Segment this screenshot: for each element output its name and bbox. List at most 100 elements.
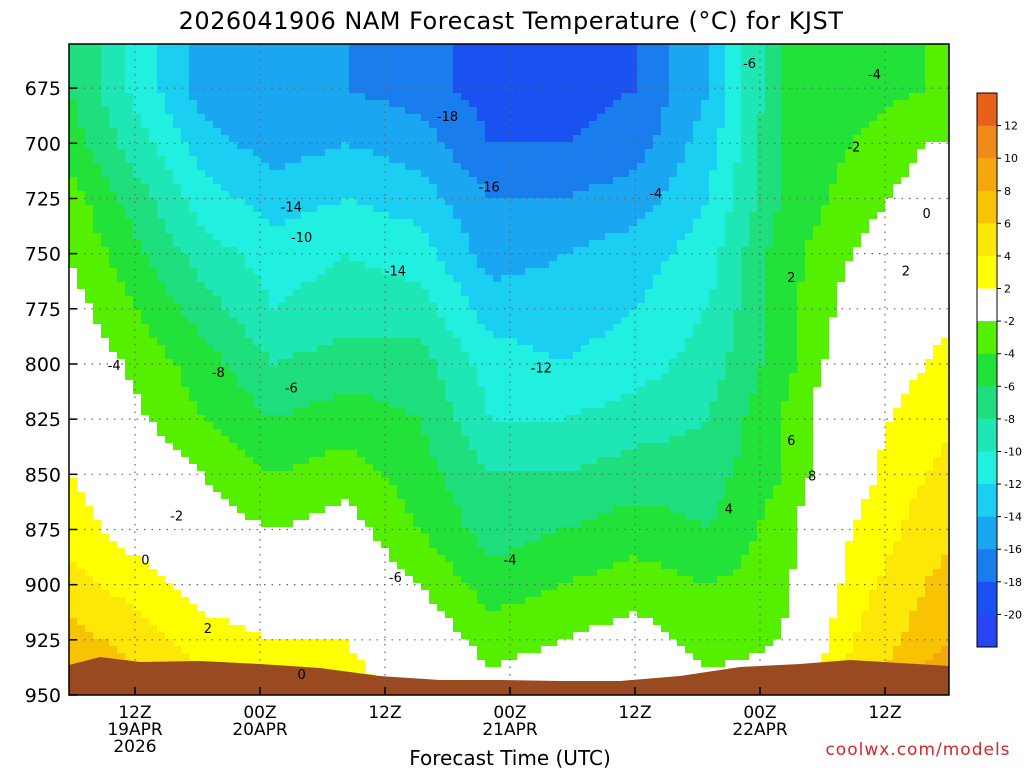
field-cell xyxy=(173,142,182,150)
field-cell xyxy=(277,317,286,325)
field-cell xyxy=(245,653,254,661)
field-cell xyxy=(197,324,206,332)
field-cell xyxy=(221,352,230,360)
field-cell xyxy=(333,352,342,360)
field-cell xyxy=(245,352,254,360)
field-cell xyxy=(445,303,454,311)
field-cell xyxy=(261,142,270,150)
field-cell xyxy=(85,93,94,101)
field-cell xyxy=(333,618,342,626)
field-cell xyxy=(101,380,110,388)
field-cell xyxy=(325,478,334,486)
field-cell xyxy=(341,660,350,668)
field-cell xyxy=(341,611,350,619)
field-cell xyxy=(125,611,134,619)
field-cell xyxy=(437,212,446,220)
field-cell xyxy=(333,205,342,213)
field-cell xyxy=(437,107,446,115)
field-cell xyxy=(285,128,294,136)
field-cell xyxy=(197,590,206,598)
field-cell xyxy=(149,240,158,248)
field-cell xyxy=(317,100,326,108)
field-cell xyxy=(397,646,406,654)
field-cell xyxy=(341,303,350,311)
field-cell xyxy=(117,555,126,563)
field-cell xyxy=(381,387,390,395)
field-cell xyxy=(413,499,422,507)
field-cell xyxy=(85,394,94,402)
field-cell xyxy=(133,562,142,570)
field-cell xyxy=(237,331,246,339)
field-cell xyxy=(309,499,318,507)
field-cell xyxy=(293,569,302,577)
field-cell xyxy=(229,121,238,129)
field-cell xyxy=(85,380,94,388)
field-cell xyxy=(493,93,502,101)
field-cell xyxy=(197,142,206,150)
field-cell xyxy=(237,205,246,213)
field-cell xyxy=(357,520,366,528)
field-cell xyxy=(165,107,174,115)
field-cell xyxy=(333,632,342,640)
field-cell xyxy=(357,548,366,556)
field-cell xyxy=(325,352,334,360)
field-cell xyxy=(469,380,478,388)
field-cell xyxy=(285,492,294,500)
field-cell xyxy=(445,170,454,178)
field-cell xyxy=(101,534,110,542)
field-cell xyxy=(125,44,134,52)
field-cell xyxy=(317,86,326,94)
field-cell xyxy=(421,506,430,514)
field-cell xyxy=(189,191,198,199)
field-cell xyxy=(77,569,86,577)
field-cell xyxy=(293,261,302,269)
field-cell xyxy=(149,282,158,290)
field-cell xyxy=(397,296,406,304)
field-cell xyxy=(413,268,422,276)
field-cell xyxy=(341,569,350,577)
field-cell xyxy=(301,282,310,290)
field-cell xyxy=(269,604,278,612)
field-cell xyxy=(413,261,422,269)
field-cell xyxy=(381,429,390,437)
field-cell xyxy=(413,387,422,395)
field-cell xyxy=(333,93,342,101)
field-cell xyxy=(389,366,398,374)
field-cell xyxy=(173,191,182,199)
field-cell xyxy=(237,604,246,612)
field-cell xyxy=(357,541,366,549)
field-cell xyxy=(341,352,350,360)
field-cell xyxy=(421,107,430,115)
field-cell xyxy=(93,121,102,129)
field-cell xyxy=(141,436,150,444)
field-cell xyxy=(469,240,478,248)
field-cell xyxy=(213,646,222,654)
field-cell xyxy=(453,261,462,269)
field-cell xyxy=(333,149,342,157)
field-cell xyxy=(69,506,78,514)
field-cell xyxy=(69,212,78,220)
field-cell xyxy=(229,513,238,521)
field-cell xyxy=(309,527,318,535)
field-cell xyxy=(301,198,310,206)
field-cell xyxy=(101,352,110,360)
field-cell xyxy=(133,303,142,311)
field-cell xyxy=(245,373,254,381)
field-cell xyxy=(197,380,206,388)
field-cell xyxy=(301,527,310,535)
field-cell xyxy=(365,135,374,143)
field-cell xyxy=(229,541,238,549)
field-cell xyxy=(461,100,470,108)
field-cell xyxy=(421,359,430,367)
field-cell xyxy=(165,604,174,612)
field-cell xyxy=(165,359,174,367)
field-cell xyxy=(101,401,110,409)
field-cell xyxy=(365,86,374,94)
field-cell xyxy=(125,282,134,290)
field-cell xyxy=(269,443,278,451)
field-cell xyxy=(165,513,174,521)
field-cell xyxy=(229,478,238,486)
field-cell xyxy=(445,478,454,486)
field-cell xyxy=(365,660,374,668)
field-cell xyxy=(445,254,454,262)
